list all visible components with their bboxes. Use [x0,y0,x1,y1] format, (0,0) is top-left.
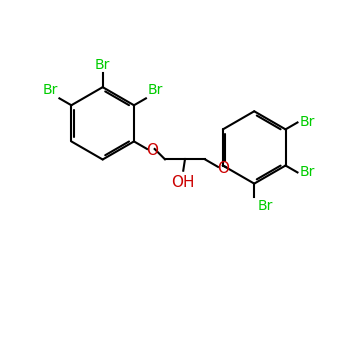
Text: Br: Br [42,83,58,97]
Text: Br: Br [299,116,315,130]
Text: Br: Br [258,199,273,213]
Text: Br: Br [95,58,110,72]
Text: Br: Br [148,83,163,97]
Text: O: O [217,161,229,176]
Text: OH: OH [172,175,195,190]
Text: O: O [146,143,158,158]
Text: Br: Br [299,166,315,180]
